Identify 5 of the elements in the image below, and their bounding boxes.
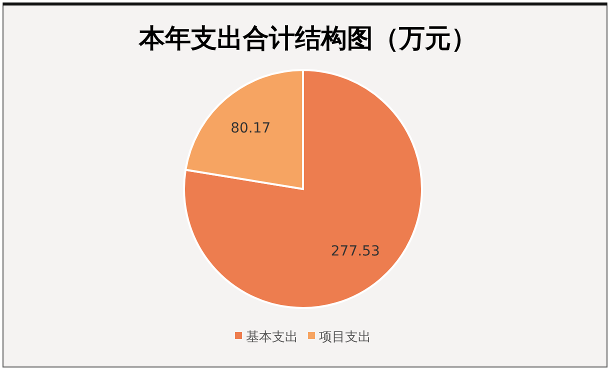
data-label: 277.53 (330, 244, 380, 260)
legend-label: 基本支出 (246, 330, 298, 345)
legend-label: 项目支出 (319, 330, 371, 345)
data-label: 80.17 (230, 120, 271, 136)
chart-title: 本年支出合计结构图（万元） (138, 24, 477, 54)
